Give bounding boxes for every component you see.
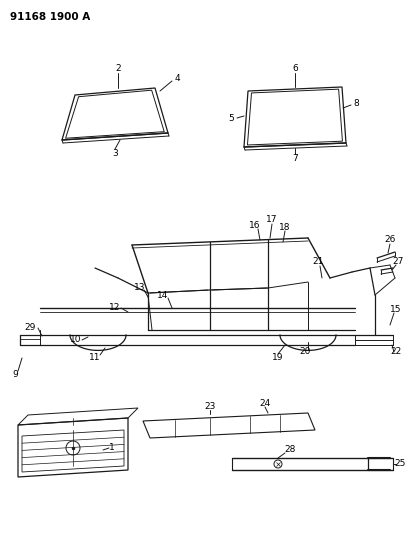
Text: 13: 13: [134, 282, 145, 292]
Text: 18: 18: [279, 222, 290, 231]
Text: 7: 7: [292, 154, 297, 163]
Text: 27: 27: [391, 257, 403, 266]
Text: 12: 12: [109, 303, 120, 312]
Text: 4: 4: [174, 74, 179, 83]
Text: 5: 5: [228, 114, 233, 123]
Text: 10: 10: [70, 335, 81, 344]
Text: 26: 26: [384, 236, 395, 245]
Text: 91168 1900 A: 91168 1900 A: [10, 12, 90, 22]
Text: 21: 21: [311, 257, 323, 266]
Text: 9: 9: [12, 370, 18, 379]
Text: 25: 25: [393, 459, 405, 469]
Text: 2: 2: [115, 63, 121, 72]
Text: 11: 11: [89, 353, 100, 362]
Text: 3: 3: [112, 149, 117, 157]
Text: 6: 6: [292, 63, 297, 72]
Text: 24: 24: [259, 400, 270, 408]
Text: 19: 19: [272, 353, 283, 362]
Text: 17: 17: [266, 215, 277, 224]
Text: 20: 20: [298, 348, 310, 357]
Text: 16: 16: [249, 221, 260, 230]
Text: 8: 8: [352, 99, 358, 108]
Text: 14: 14: [157, 290, 168, 300]
Text: 1: 1: [109, 443, 115, 453]
Text: 28: 28: [284, 446, 295, 455]
Text: 15: 15: [389, 305, 401, 314]
Text: 23: 23: [204, 402, 215, 411]
Text: 22: 22: [390, 348, 401, 357]
Text: 29: 29: [24, 324, 36, 333]
